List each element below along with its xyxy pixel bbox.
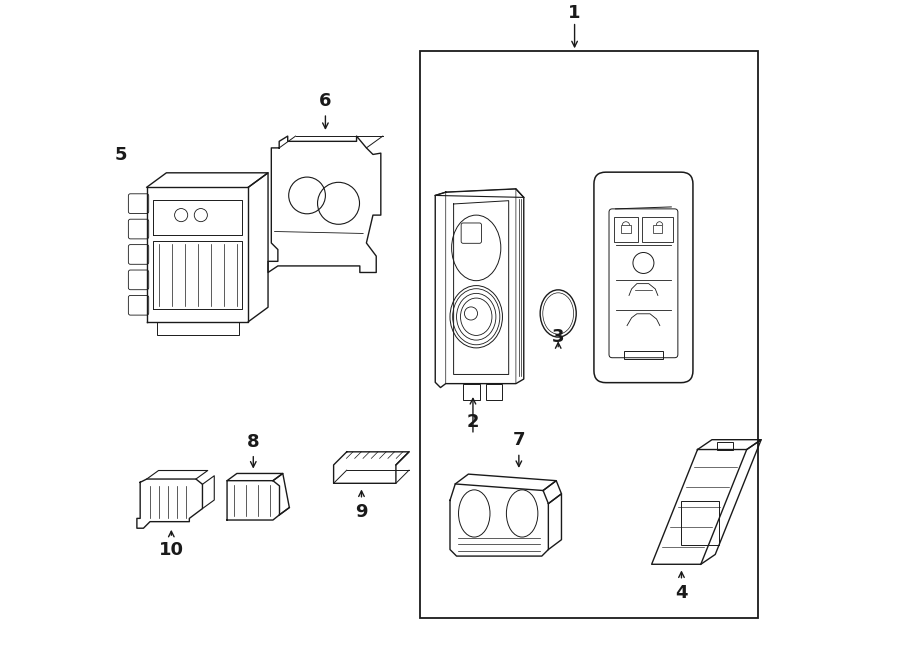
- Bar: [614, 217, 638, 242]
- Bar: [486, 383, 502, 400]
- Text: 3: 3: [552, 329, 564, 346]
- Text: 2: 2: [467, 414, 479, 432]
- Bar: [681, 501, 718, 545]
- Text: 4: 4: [675, 584, 688, 602]
- Text: 1: 1: [568, 4, 580, 22]
- Bar: [717, 442, 734, 449]
- Bar: [157, 322, 238, 334]
- Text: 9: 9: [356, 503, 368, 521]
- Text: 8: 8: [247, 432, 259, 451]
- Text: 10: 10: [158, 541, 184, 559]
- Bar: [624, 351, 663, 359]
- Bar: [642, 217, 673, 242]
- Bar: [420, 51, 758, 619]
- Text: 5: 5: [114, 146, 127, 165]
- Text: 7: 7: [513, 431, 525, 449]
- Bar: [621, 225, 631, 233]
- Text: 6: 6: [320, 92, 332, 110]
- Bar: [653, 225, 662, 233]
- Bar: [464, 383, 480, 400]
